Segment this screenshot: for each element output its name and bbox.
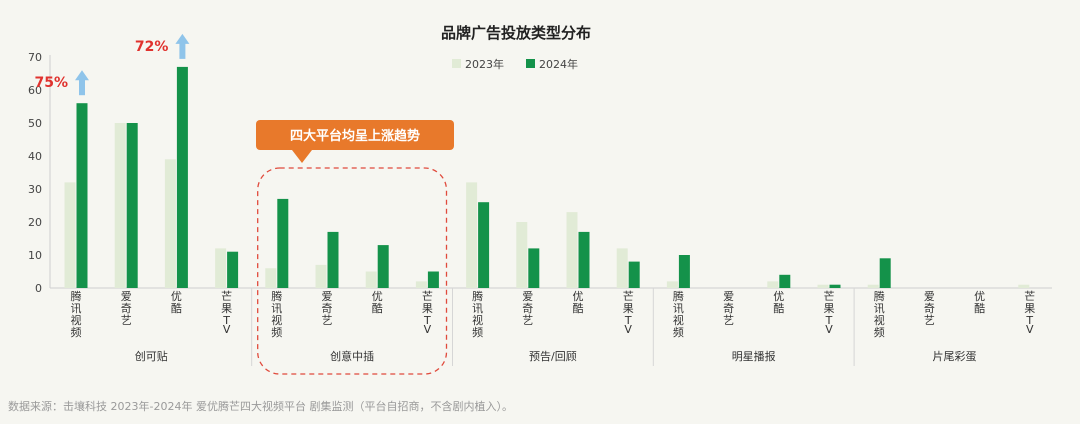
bar-series1-9 xyxy=(516,222,528,288)
bar-series1-2 xyxy=(164,159,176,288)
callout-pointer xyxy=(292,150,312,163)
x-tick-label: 芒果 T V xyxy=(1024,290,1035,336)
bar-series1-19 xyxy=(1018,284,1030,288)
bar-series2-12 xyxy=(678,255,690,288)
group-label: 创可贴 xyxy=(135,349,168,363)
group-label: 预告/回顾 xyxy=(529,350,577,363)
bar-series2-9 xyxy=(528,248,540,288)
x-tick-label: 芒果 T V xyxy=(824,290,835,336)
y-tick-label: 30 xyxy=(28,183,42,196)
bar-series2-15 xyxy=(829,284,841,288)
growth-label: 75% xyxy=(34,75,68,91)
bar-series1-7 xyxy=(415,281,427,288)
group-label: 片尾彩蛋 xyxy=(933,350,977,363)
bar-series1-1 xyxy=(114,123,126,288)
x-tick-label: 爱奇艺 xyxy=(924,290,935,327)
bar-series2-0 xyxy=(76,103,88,288)
growth-label: 72% xyxy=(135,39,169,55)
bar-series2-5 xyxy=(327,231,339,288)
x-tick-label: 优酷 xyxy=(372,290,383,315)
x-tick-label: 腾讯视频 xyxy=(673,289,684,339)
bar-series2-4 xyxy=(277,198,289,288)
bar-series1-3 xyxy=(215,248,227,288)
group-label: 明星播报 xyxy=(732,349,776,363)
bar-series2-11 xyxy=(628,261,640,288)
source-note: 数据来源：击壤科技 2023年-2024年 爱优腾芒四大视频平台 剧集监测（平台… xyxy=(8,400,513,413)
x-tick-label: 芒果 T V xyxy=(422,290,433,336)
x-tick-label: 优酷 xyxy=(773,290,784,315)
x-tick-label: 优酷 xyxy=(974,290,985,315)
callout-text: 四大平台均呈上涨趋势 xyxy=(290,128,420,144)
bar-series1-5 xyxy=(315,264,327,288)
bar-series2-1 xyxy=(126,123,138,288)
callout-box xyxy=(256,120,454,150)
bar-series2-3 xyxy=(227,251,239,288)
bar-series2-16 xyxy=(879,258,891,288)
growth-arrow-head xyxy=(75,70,89,81)
y-tick-label: 60 xyxy=(28,84,42,97)
bar-series1-8 xyxy=(466,182,478,288)
x-tick-label: 爱奇艺 xyxy=(723,290,734,327)
x-tick-label: 优酷 xyxy=(573,290,584,315)
bar-series2-14 xyxy=(779,274,791,288)
bar-series1-6 xyxy=(365,271,377,288)
y-tick-label: 70 xyxy=(28,51,42,64)
legend-label-1: 2023年 xyxy=(465,57,504,71)
growth-arrow-shaft xyxy=(79,79,85,96)
y-tick-label: 0 xyxy=(35,282,42,295)
growth-arrow-head xyxy=(175,33,190,44)
x-tick-label: 腾讯视频 xyxy=(874,289,885,339)
bar-series1-4 xyxy=(265,268,277,288)
y-tick-label: 20 xyxy=(28,216,42,229)
y-tick-label: 10 xyxy=(28,249,42,262)
legend-swatch-1 xyxy=(452,59,461,68)
bar-series2-6 xyxy=(377,245,389,288)
bar-series1-11 xyxy=(616,248,628,288)
x-tick-label: 芒果 T V xyxy=(221,290,232,336)
legend-swatch-2 xyxy=(526,59,535,68)
group-label: 创意中插 xyxy=(330,349,374,363)
bar-series1-16 xyxy=(867,284,879,288)
x-tick-label: 腾讯视频 xyxy=(271,289,282,339)
bar-series1-12 xyxy=(666,281,678,288)
bar-series2-2 xyxy=(176,66,188,289)
chart-title: 品牌广告投放类型分布 xyxy=(441,24,591,42)
bar-series1-14 xyxy=(767,281,779,288)
x-tick-label: 爱奇艺 xyxy=(121,290,132,327)
x-tick-label: 腾讯视频 xyxy=(71,289,82,339)
x-tick-label: 芒果 T V xyxy=(623,290,634,336)
y-tick-label: 40 xyxy=(28,150,42,163)
bar-series1-0 xyxy=(64,182,76,288)
x-tick-label: 优酷 xyxy=(171,290,182,315)
bar-series1-10 xyxy=(566,212,578,288)
bar-series2-8 xyxy=(478,202,490,288)
bar-series2-10 xyxy=(578,231,590,288)
y-tick-label: 50 xyxy=(28,117,42,130)
bar-series1-15 xyxy=(817,284,829,288)
bar-series2-7 xyxy=(427,271,439,288)
x-tick-label: 爱奇艺 xyxy=(522,290,533,327)
growth-arrow-shaft xyxy=(179,42,186,59)
highlight-region xyxy=(257,167,448,375)
legend-label-2: 2024年 xyxy=(539,57,578,71)
x-tick-label: 爱奇艺 xyxy=(322,290,333,327)
x-tick-label: 腾讯视频 xyxy=(472,289,483,339)
